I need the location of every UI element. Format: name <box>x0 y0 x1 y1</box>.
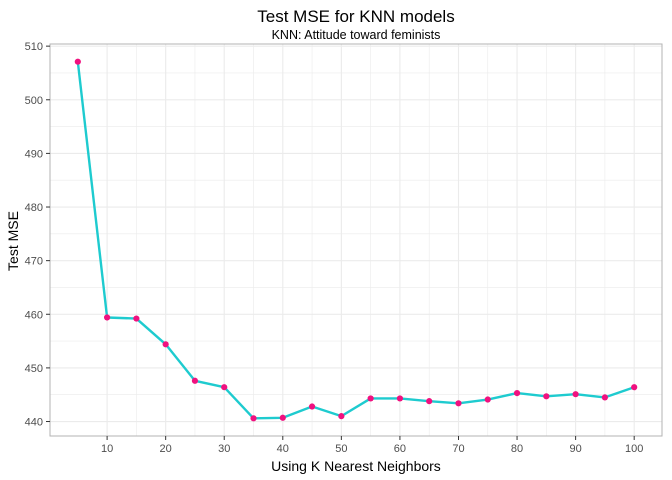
axis-ticks <box>46 45 635 440</box>
data-points <box>74 58 638 422</box>
x-tick-labels: 10 20 30 40 50 60 70 80 90 100 <box>101 443 643 455</box>
y-tick-labels: 440 450 460 470 480 490 500 510 <box>25 41 43 428</box>
minor-gridlines <box>50 44 662 436</box>
data-point <box>162 341 169 348</box>
data-point <box>104 314 111 321</box>
y-tick-label: 480 <box>25 202 43 214</box>
series-line <box>76 60 636 420</box>
y-tick-label: 510 <box>25 41 43 53</box>
x-axis-title: Using K Nearest Neighbors <box>271 458 441 474</box>
data-point <box>191 377 199 384</box>
data-point <box>308 403 316 410</box>
y-tick-label: 490 <box>25 148 43 160</box>
x-tick-label: 80 <box>511 443 523 455</box>
major-gridlines <box>50 44 662 436</box>
data-point <box>367 395 374 402</box>
y-tick-label: 500 <box>25 95 43 107</box>
data-point <box>426 398 433 405</box>
x-tick-label: 70 <box>452 443 464 455</box>
data-point <box>133 315 140 322</box>
y-axis-title: Test MSE <box>5 211 21 271</box>
x-tick-label: 40 <box>277 443 289 455</box>
x-tick-label: 100 <box>625 443 643 455</box>
data-point <box>396 395 404 402</box>
data-point <box>513 389 521 397</box>
data-point <box>455 400 462 407</box>
x-tick-label: 60 <box>394 443 406 455</box>
y-tick-label: 470 <box>25 256 43 268</box>
x-tick-label: 20 <box>160 443 172 455</box>
data-point <box>631 384 638 391</box>
x-tick-label: 50 <box>335 443 347 455</box>
data-point <box>338 413 345 420</box>
data-point <box>279 414 286 421</box>
x-tick-label: 90 <box>569 443 581 455</box>
y-tick-label: 460 <box>25 309 43 321</box>
x-tick-label: 10 <box>101 443 113 455</box>
data-point <box>484 396 491 403</box>
panel-border <box>49 43 663 437</box>
data-point <box>601 394 608 401</box>
y-tick-label: 450 <box>25 363 43 375</box>
data-point <box>543 393 550 400</box>
chart-title: Test MSE for KNN models <box>257 7 454 26</box>
y-tick-label: 440 <box>25 417 43 429</box>
data-point <box>572 391 579 398</box>
x-tick-label: 30 <box>218 443 230 455</box>
chart-subtitle: KNN: Attitude toward feminists <box>272 28 441 42</box>
data-point <box>74 58 81 65</box>
data-point <box>250 415 257 422</box>
data-point <box>221 384 228 391</box>
